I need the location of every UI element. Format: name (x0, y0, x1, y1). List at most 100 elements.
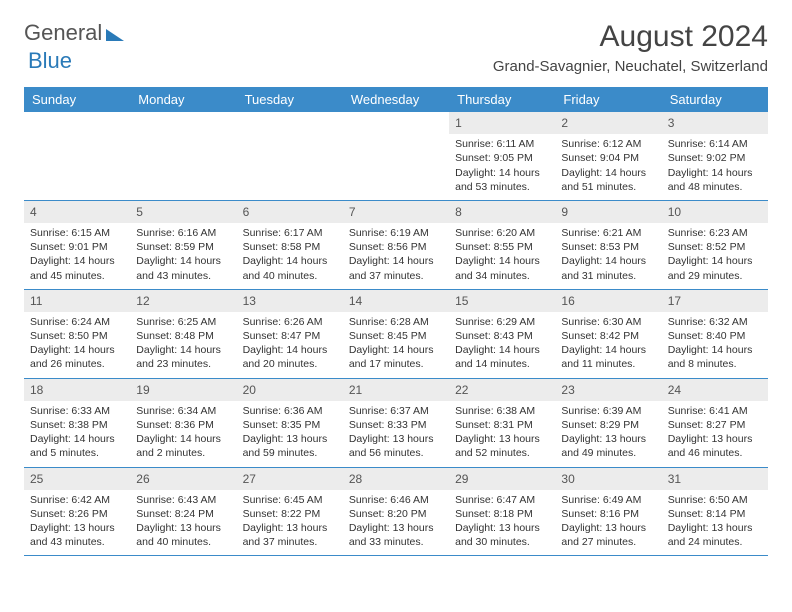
day-info: Sunrise: 6:17 AMSunset: 8:58 PMDaylight:… (237, 226, 343, 283)
sunrise-text: Sunrise: 6:38 AM (455, 404, 549, 418)
sunset-text: Sunset: 8:29 PM (561, 418, 655, 432)
sunset-text: Sunset: 9:04 PM (561, 151, 655, 165)
day-number: 19 (130, 379, 236, 401)
weekday-header-row: SundayMondayTuesdayWednesdayThursdayFrid… (24, 87, 768, 112)
day-cell (343, 112, 449, 200)
day-number: 6 (237, 201, 343, 223)
day-cell: 6 Sunrise: 6:17 AMSunset: 8:58 PMDaylight… (237, 201, 343, 289)
day-info: Sunrise: 6:23 AMSunset: 8:52 PMDaylight:… (662, 226, 768, 283)
sunrise-text: Sunrise: 6:24 AM (30, 315, 124, 329)
daylight-text: Daylight: 14 hours and 48 minutes. (668, 166, 762, 194)
day-cell: 7Sunrise: 6:19 AMSunset: 8:56 PMDaylight… (343, 201, 449, 289)
daylight-text: Daylight: 14 hours and 20 minutes. (243, 343, 337, 371)
daylight-text: Daylight: 13 hours and 33 minutes. (349, 521, 443, 549)
day-cell: 31Sunrise: 6:50 AMSunset: 8:14 PMDayligh… (662, 468, 768, 556)
daylight-text: Daylight: 14 hours and 5 minutes. (30, 432, 124, 460)
daylight-text: Daylight: 14 hours and 51 minutes. (561, 166, 655, 194)
day-number: 24 (662, 379, 768, 401)
weeks-container: 1Sunrise: 6:11 AMSunset: 9:05 PMDaylight… (24, 112, 768, 556)
day-cell: 20Sunrise: 6:36 AMSunset: 8:35 PMDayligh… (237, 379, 343, 467)
day-number: 11 (24, 290, 130, 312)
sunrise-text: Sunrise: 6:17 AM (243, 226, 337, 240)
sunrise-text: Sunrise: 6:50 AM (668, 493, 762, 507)
day-cell: 1Sunrise: 6:11 AMSunset: 9:05 PMDaylight… (449, 112, 555, 200)
sunset-text: Sunset: 8:38 PM (30, 418, 124, 432)
sunset-text: Sunset: 8:56 PM (349, 240, 443, 254)
daylight-text: Daylight: 14 hours and 26 minutes. (30, 343, 124, 371)
sunset-text: Sunset: 8:48 PM (136, 329, 230, 343)
day-number: 14 (343, 290, 449, 312)
day-info: Sunrise: 6:42 AMSunset: 8:26 PMDaylight:… (24, 493, 130, 550)
day-number: 22 (449, 379, 555, 401)
sunset-text: Sunset: 8:16 PM (561, 507, 655, 521)
week-row: 1Sunrise: 6:11 AMSunset: 9:05 PMDaylight… (24, 112, 768, 201)
day-info: Sunrise: 6:20 AMSunset: 8:55 PMDaylight:… (449, 226, 555, 283)
day-number: 2 (555, 112, 661, 134)
day-number: 10 (662, 201, 768, 223)
day-cell: 17Sunrise: 6:32 AMSunset: 8:40 PMDayligh… (662, 290, 768, 378)
daylight-text: Daylight: 14 hours and 2 minutes. (136, 432, 230, 460)
sunrise-text: Sunrise: 6:15 AM (30, 226, 124, 240)
sunrise-text: Sunrise: 6:49 AM (561, 493, 655, 507)
daylight-text: Daylight: 14 hours and 23 minutes. (136, 343, 230, 371)
sunset-text: Sunset: 8:47 PM (243, 329, 337, 343)
calendar: SundayMondayTuesdayWednesdayThursdayFrid… (24, 87, 768, 556)
day-info: Sunrise: 6:14 AMSunset: 9:02 PMDaylight:… (662, 137, 768, 194)
day-cell: 18Sunrise: 6:33 AMSunset: 8:38 PMDayligh… (24, 379, 130, 467)
sunset-text: Sunset: 8:20 PM (349, 507, 443, 521)
day-info: Sunrise: 6:29 AMSunset: 8:43 PMDaylight:… (449, 315, 555, 372)
day-number: 4 (24, 201, 130, 223)
sunrise-text: Sunrise: 6:32 AM (668, 315, 762, 329)
day-cell: 15Sunrise: 6:29 AMSunset: 8:43 PMDayligh… (449, 290, 555, 378)
day-number: 30 (555, 468, 661, 490)
day-number: 8 (449, 201, 555, 223)
day-number: 31 (662, 468, 768, 490)
daylight-text: Daylight: 13 hours and 37 minutes. (243, 521, 337, 549)
day-cell: 4Sunrise: 6:15 AMSunset: 9:01 PMDaylight… (24, 201, 130, 289)
daylight-text: Daylight: 13 hours and 30 minutes. (455, 521, 549, 549)
week-row: 25Sunrise: 6:42 AMSunset: 8:26 PMDayligh… (24, 468, 768, 557)
day-cell: 14Sunrise: 6:28 AMSunset: 8:45 PMDayligh… (343, 290, 449, 378)
week-row: 4 Sunrise: 6:15 AMSunset: 9:01 PM Daylight… (24, 201, 768, 290)
daylight-text: Daylight: 13 hours and 52 minutes. (455, 432, 549, 460)
sunset-text: Sunset: 8:53 PM (561, 240, 655, 254)
day-cell: 11Sunrise: 6:24 AMSunset: 8:50 PMDayligh… (24, 290, 130, 378)
title-location: Grand-Savagnier, Neuchatel, Switzerland (493, 58, 768, 75)
day-cell: 26Sunrise: 6:43 AMSunset: 8:24 PMDayligh… (130, 468, 236, 556)
weekday-header: Saturday (662, 87, 768, 112)
header: General August 2024 Grand-Savagnier, Neu… (24, 20, 768, 75)
sunset-text: Sunset: 9:01 PM (30, 240, 124, 254)
sunset-text: Sunset: 8:35 PM (243, 418, 337, 432)
sunset-text: Sunset: 8:18 PM (455, 507, 549, 521)
sunset-text: Sunset: 8:26 PM (30, 507, 124, 521)
logo-text-2: Blue (28, 48, 72, 74)
sunset-text: Sunset: 8:58 PM (243, 240, 337, 254)
day-number: 12 (130, 290, 236, 312)
sunrise-text: Sunrise: 6:21 AM (561, 226, 655, 240)
day-number: 9 (555, 201, 661, 223)
day-cell: 10 Sunrise: 6:23 AMSunset: 8:52 PMDayligh… (662, 201, 768, 289)
day-cell: 24Sunrise: 6:41 AMSunset: 8:27 PMDayligh… (662, 379, 768, 467)
day-number: 1 (449, 112, 555, 134)
weekday-header: Friday (555, 87, 661, 112)
daylight-text: Daylight: 13 hours and 56 minutes. (349, 432, 443, 460)
sunset-text: Sunset: 8:31 PM (455, 418, 549, 432)
day-number: 5 (130, 201, 236, 223)
sunrise-text: Sunrise: 6:34 AM (136, 404, 230, 418)
day-info: Sunrise: 6:26 AMSunset: 8:47 PMDaylight:… (237, 315, 343, 372)
day-number: 27 (237, 468, 343, 490)
sunrise-text: Sunrise: 6:37 AM (349, 404, 443, 418)
sunrise-text: Sunrise: 6:12 AM (561, 137, 655, 151)
daylight-text: Daylight: 13 hours and 46 minutes. (668, 432, 762, 460)
weekday-header: Thursday (449, 87, 555, 112)
day-info: Sunrise: 6:43 AMSunset: 8:24 PMDaylight:… (130, 493, 236, 550)
week-row: 18Sunrise: 6:33 AMSunset: 8:38 PMDayligh… (24, 379, 768, 468)
day-number: 7 (343, 201, 449, 223)
day-info: Sunrise: 6:30 AMSunset: 8:42 PMDaylight:… (555, 315, 661, 372)
daylight-text: Daylight: 14 hours and 34 minutes. (455, 254, 549, 282)
sunrise-text: Sunrise: 6:19 AM (349, 226, 443, 240)
daylight-text: Daylight: 14 hours and 17 minutes. (349, 343, 443, 371)
title-month: August 2024 (493, 20, 768, 54)
logo: General (24, 20, 126, 46)
day-cell: 22 Sunrise: 6:38 AMSunset: 8:31 PMDayligh… (449, 379, 555, 467)
